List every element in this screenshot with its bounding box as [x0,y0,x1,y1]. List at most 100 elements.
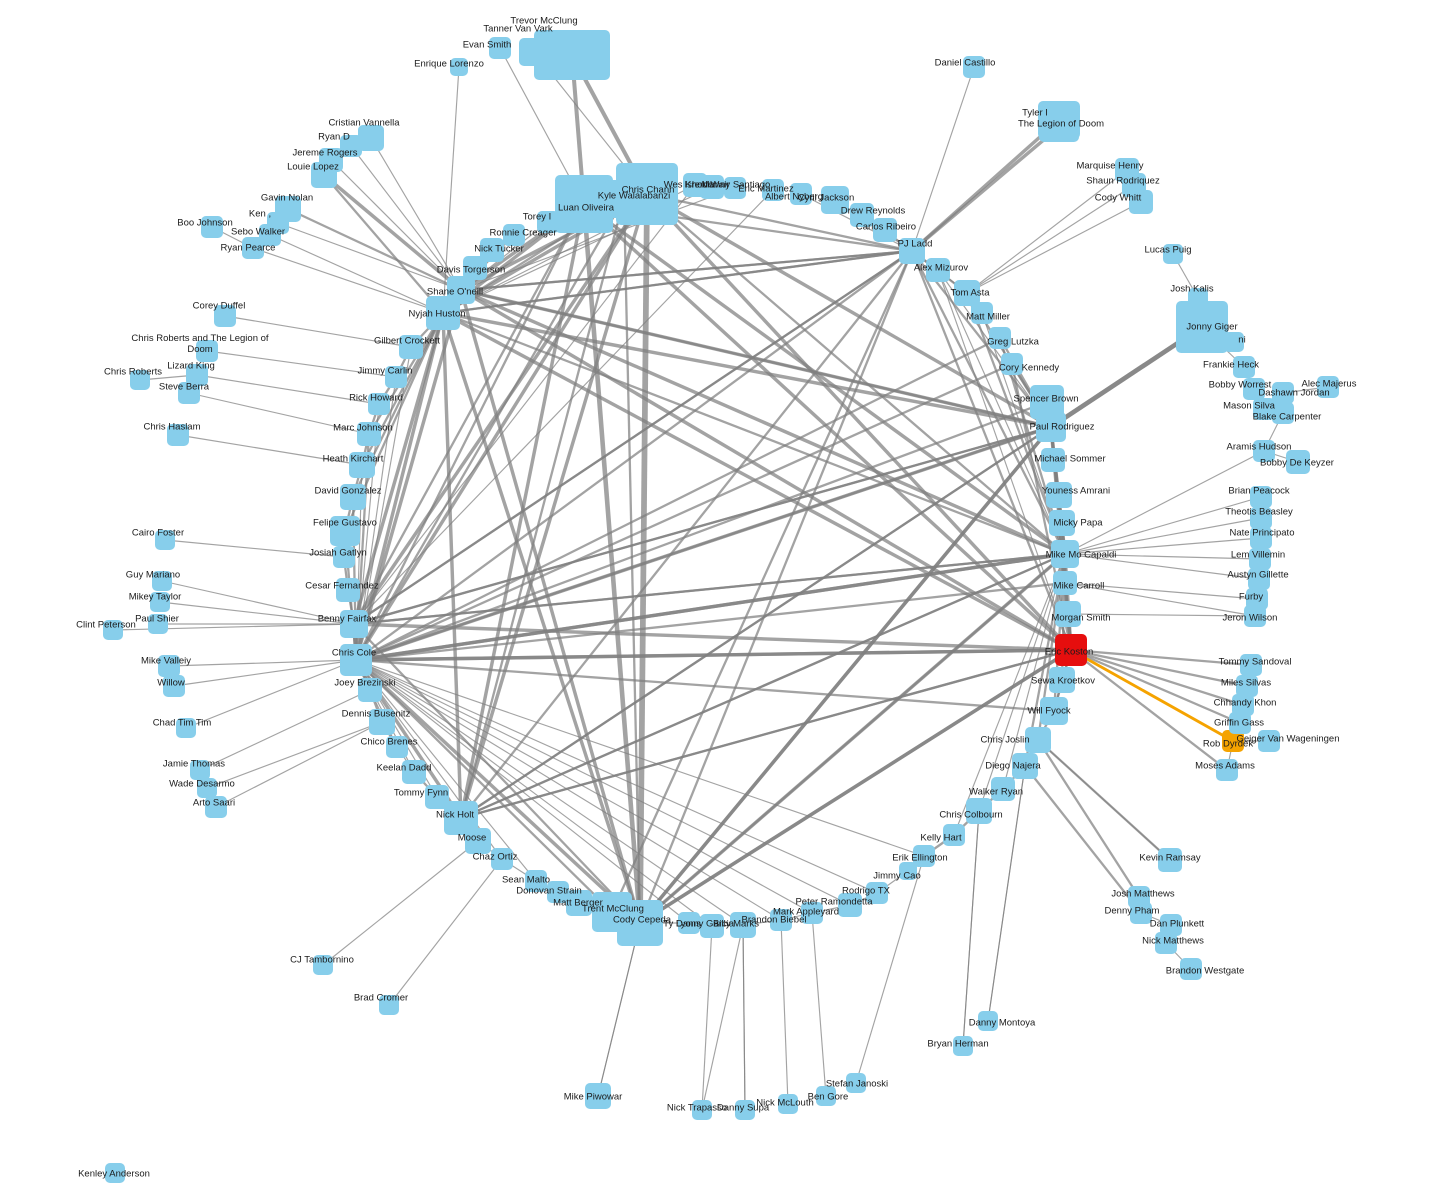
graph-node[interactable] [913,845,935,867]
graph-node[interactable] [838,893,862,917]
graph-node[interactable] [103,620,123,640]
graph-node[interactable] [1240,654,1262,676]
graph-node[interactable] [519,38,549,66]
graph-node[interactable] [1055,601,1081,627]
graph-node[interactable] [379,995,399,1015]
graph-node[interactable] [1188,288,1208,308]
graph-node[interactable] [692,1100,712,1120]
graph-node[interactable] [333,546,355,568]
graph-node[interactable] [1317,376,1339,398]
graph-node[interactable] [105,1163,125,1183]
graph-node[interactable] [555,175,613,233]
graph-node[interactable] [1229,712,1251,734]
graph-node[interactable] [1250,486,1272,508]
graph-node[interactable] [163,675,185,697]
graph-node[interactable] [1236,675,1258,697]
graph-node[interactable] [340,644,372,676]
graph-node[interactable] [1040,697,1068,725]
graph-node[interactable] [1176,301,1228,353]
graph-node[interactable] [989,327,1011,349]
graph-node[interactable] [340,610,368,638]
graph-node[interactable] [1272,382,1294,404]
graph-node[interactable] [926,258,950,282]
graph-node[interactable] [150,592,170,612]
graph-node[interactable] [426,296,460,330]
graph-node[interactable] [537,211,559,233]
graph-node[interactable] [730,912,756,938]
graph-node[interactable] [954,280,980,306]
graph-node[interactable] [1250,507,1272,529]
graph-node[interactable] [1246,588,1268,610]
graph-node[interactable] [850,203,874,227]
graph-node[interactable] [205,796,227,818]
graph-node[interactable] [1243,378,1265,400]
graph-node[interactable] [1051,540,1079,568]
graph-node[interactable] [503,224,525,246]
graph-node[interactable] [1128,886,1150,908]
graph-node[interactable] [176,718,196,738]
graph-node[interactable] [336,578,360,602]
graph-node[interactable] [1244,605,1266,627]
graph-node[interactable] [1129,190,1153,214]
graph-node[interactable] [1249,548,1271,570]
graph-node[interactable] [1163,244,1183,264]
graph-node[interactable] [566,890,592,916]
graph-node[interactable] [1160,914,1182,936]
graph-node[interactable] [770,909,792,931]
graph-node[interactable] [489,37,511,59]
graph-node[interactable] [778,1094,798,1114]
graph-node[interactable] [450,58,468,76]
graph-node[interactable] [1039,112,1079,142]
graph-node[interactable] [585,1083,611,1109]
graph-node[interactable] [866,882,888,904]
graph-node[interactable] [155,530,175,550]
graph-node[interactable] [1053,571,1077,595]
graph-node[interactable] [821,186,849,214]
graph-node[interactable] [386,736,408,758]
graph-node[interactable] [1272,402,1294,424]
graph-node[interactable] [700,914,724,938]
graph-node[interactable] [1216,759,1238,781]
graph-node[interactable] [425,785,449,809]
graph-node[interactable] [1258,730,1280,752]
graph-node[interactable] [1253,440,1275,462]
graph-node[interactable] [1158,848,1182,872]
graph-node[interactable] [700,175,724,199]
graph-node[interactable] [1012,753,1038,779]
graph-node[interactable] [1180,958,1202,980]
graph-node[interactable] [178,382,200,404]
graph-node[interactable] [313,955,333,975]
graph-node[interactable] [953,1036,973,1056]
graph-node[interactable] [724,177,746,199]
graph-node[interactable] [399,335,423,359]
graph-node[interactable] [547,881,569,903]
graph-node[interactable] [152,571,172,591]
graph-node[interactable] [1232,694,1254,716]
graph-node[interactable] [444,801,478,835]
graph-node[interactable] [1155,932,1177,954]
graph-node[interactable] [1224,332,1244,352]
graph-node[interactable] [1222,730,1244,752]
graph-node[interactable] [978,1011,998,1031]
graph-node[interactable] [1041,448,1065,472]
graph-node[interactable] [525,870,547,892]
graph-node[interactable] [1049,510,1075,536]
graph-node[interactable] [762,179,784,201]
graph-node[interactable] [816,1086,836,1106]
graph-node[interactable] [1049,667,1075,693]
graph-node[interactable] [402,760,426,784]
graph-node[interactable] [491,848,513,870]
graph-node[interactable] [349,452,375,478]
graph-node[interactable] [1001,353,1023,375]
graph-node[interactable] [358,125,384,151]
graph-node[interactable] [242,237,264,259]
graph-node[interactable] [130,370,150,390]
graph-node[interactable] [340,484,366,510]
graph-node[interactable] [358,678,382,702]
graph-node[interactable] [735,1100,755,1120]
graph-node[interactable] [357,422,381,446]
graph-node[interactable] [846,1073,866,1093]
graph-node[interactable] [259,224,281,246]
graph-node[interactable] [966,798,992,824]
